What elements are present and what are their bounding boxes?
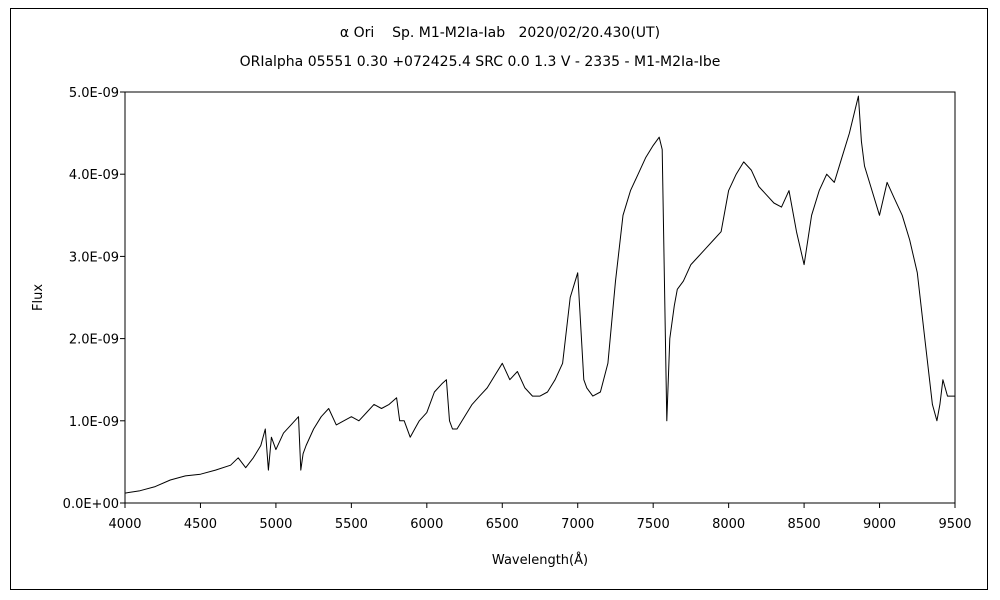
- x-tick-label: 8000: [712, 517, 745, 532]
- chart-title: α Ori Sp. M1-M2Ia-Iab 2020/02/20.430(UT): [339, 25, 661, 41]
- y-tick-label: 5.0E-09: [69, 86, 119, 101]
- x-tick-label: 4500: [184, 517, 217, 532]
- series-layer: [124, 95, 955, 494]
- x-tick-label: 9000: [863, 517, 896, 532]
- y-axis: 0.0E+00 1.0E-09 2.0E-09 3.0E-09 4.0E-09 5.0E-…: [63, 86, 125, 512]
- x-tick-label: 5500: [335, 517, 368, 532]
- x-tick-label: 7500: [637, 517, 670, 532]
- y-tick-label: 1.0E-09: [69, 415, 119, 430]
- y-tick-label: 3.0E-09: [69, 250, 119, 265]
- x-tick-label: 8500: [788, 517, 821, 532]
- chart-subtitle: ORIalpha 05551 0.30 +072425.4 SRC 0.0 1.…: [239, 54, 721, 70]
- y-tick-label: 2.0E-09: [69, 333, 119, 348]
- x-tick-label: 9500: [938, 517, 971, 532]
- x-tick-label: 6500: [486, 517, 519, 532]
- x-tick-label: 4000: [108, 517, 141, 532]
- spectrum-line-0: [124, 95, 955, 494]
- x-tick-label: 5000: [259, 517, 292, 532]
- chart-frame: [10, 8, 988, 590]
- x-axis-label: Wavelength(Å): [492, 552, 588, 568]
- x-axis: 4000 4500 5000 5500 6000 6500 7000 7500 8000 8500…: [108, 503, 972, 532]
- y-tick-label: 0.0E+00: [63, 497, 119, 512]
- y-tick-label: 4.0E-09: [69, 168, 119, 183]
- x-tick-label: 7000: [561, 517, 594, 532]
- x-tick-label: 6000: [410, 517, 443, 532]
- plot-area: [124, 91, 956, 504]
- y-axis-label: Flux: [31, 284, 46, 311]
